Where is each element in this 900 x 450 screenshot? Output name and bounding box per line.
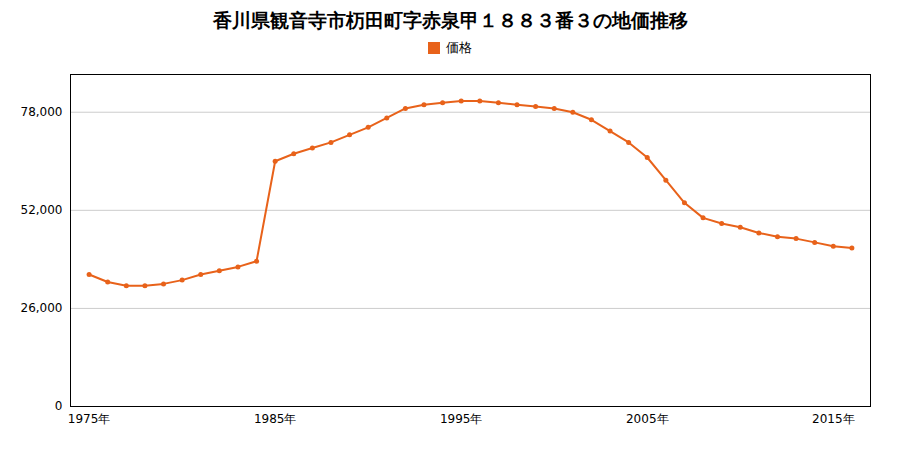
svg-text:2015年: 2015年 [812, 412, 855, 426]
svg-text:52,000: 52,000 [21, 203, 63, 217]
svg-text:2005年: 2005年 [626, 412, 669, 426]
svg-text:26,000: 26,000 [21, 301, 63, 315]
html-text:香川県観音寺市杤田町字赤泉甲１８８３番３の地価推移: 香川県観音寺市杤田町字赤泉甲１８８３番３の地価推移 [212, 9, 688, 31]
svg-text:78,000: 78,000 [21, 105, 63, 119]
html-text:価格: 価格 [446, 40, 472, 55]
svg-text:1995年: 1995年 [440, 412, 483, 426]
svg-text:1975年: 1975年 [68, 412, 111, 426]
svg-text:1985年: 1985年 [254, 412, 297, 426]
svg-text:0: 0 [55, 399, 63, 413]
